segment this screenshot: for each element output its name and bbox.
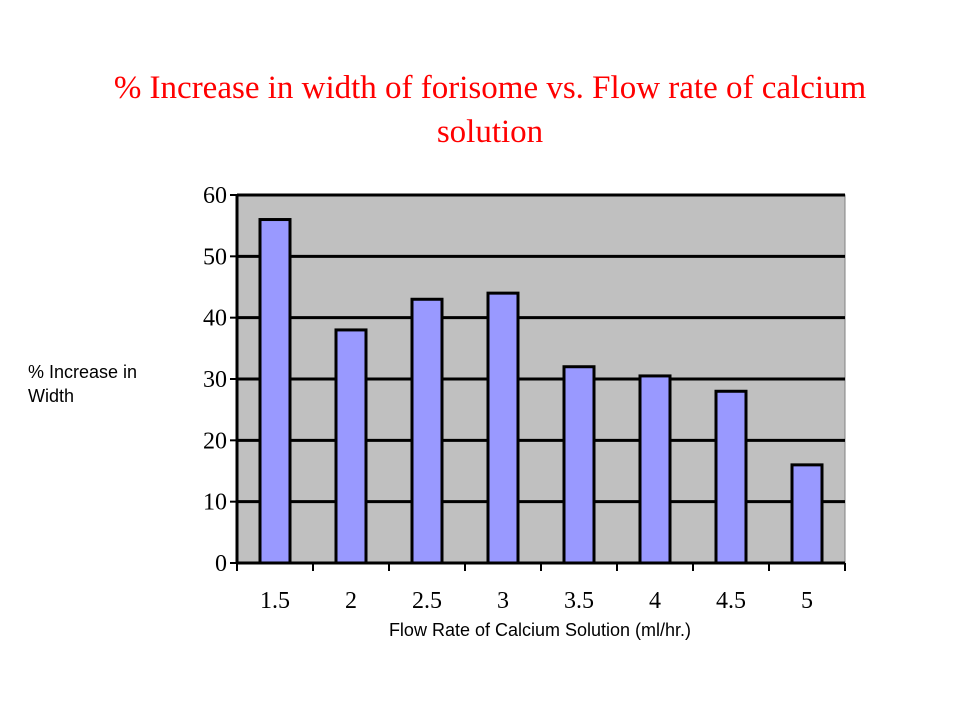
x-axis-label: Flow Rate of Calcium Solution (ml/hr.) <box>388 620 692 640</box>
x-tick-label: 4 <box>649 588 661 614</box>
x-tick-label: 3.5 <box>564 588 594 614</box>
y-tick-label: 30 <box>203 367 227 393</box>
y-tick-label: 60 <box>203 183 227 209</box>
chart-title: % Increase in width of forisome vs. Flow… <box>113 70 867 150</box>
bar <box>486 291 520 565</box>
bar <box>714 389 748 565</box>
x-tick-label: 2.5 <box>412 588 442 614</box>
y-tick-label: 20 <box>203 428 227 454</box>
y-tick-label: 40 <box>203 306 227 332</box>
bar <box>258 218 292 565</box>
bar <box>334 328 368 565</box>
y-tick-label: 0 <box>215 551 227 577</box>
x-tick-label: 3 <box>497 588 509 614</box>
x-tick-label: 2 <box>345 588 357 614</box>
x-tick-label: 1.5 <box>260 588 290 614</box>
bar <box>790 463 824 565</box>
bar <box>562 365 596 565</box>
x-tick-label: 5 <box>801 588 813 614</box>
y-tick-label: 10 <box>203 490 227 516</box>
bar <box>638 374 672 565</box>
y-axis-label: % Increase in Width <box>28 362 138 406</box>
bar <box>410 297 444 565</box>
y-tick-label: 50 <box>203 244 227 270</box>
x-tick-label: 4.5 <box>716 588 746 614</box>
